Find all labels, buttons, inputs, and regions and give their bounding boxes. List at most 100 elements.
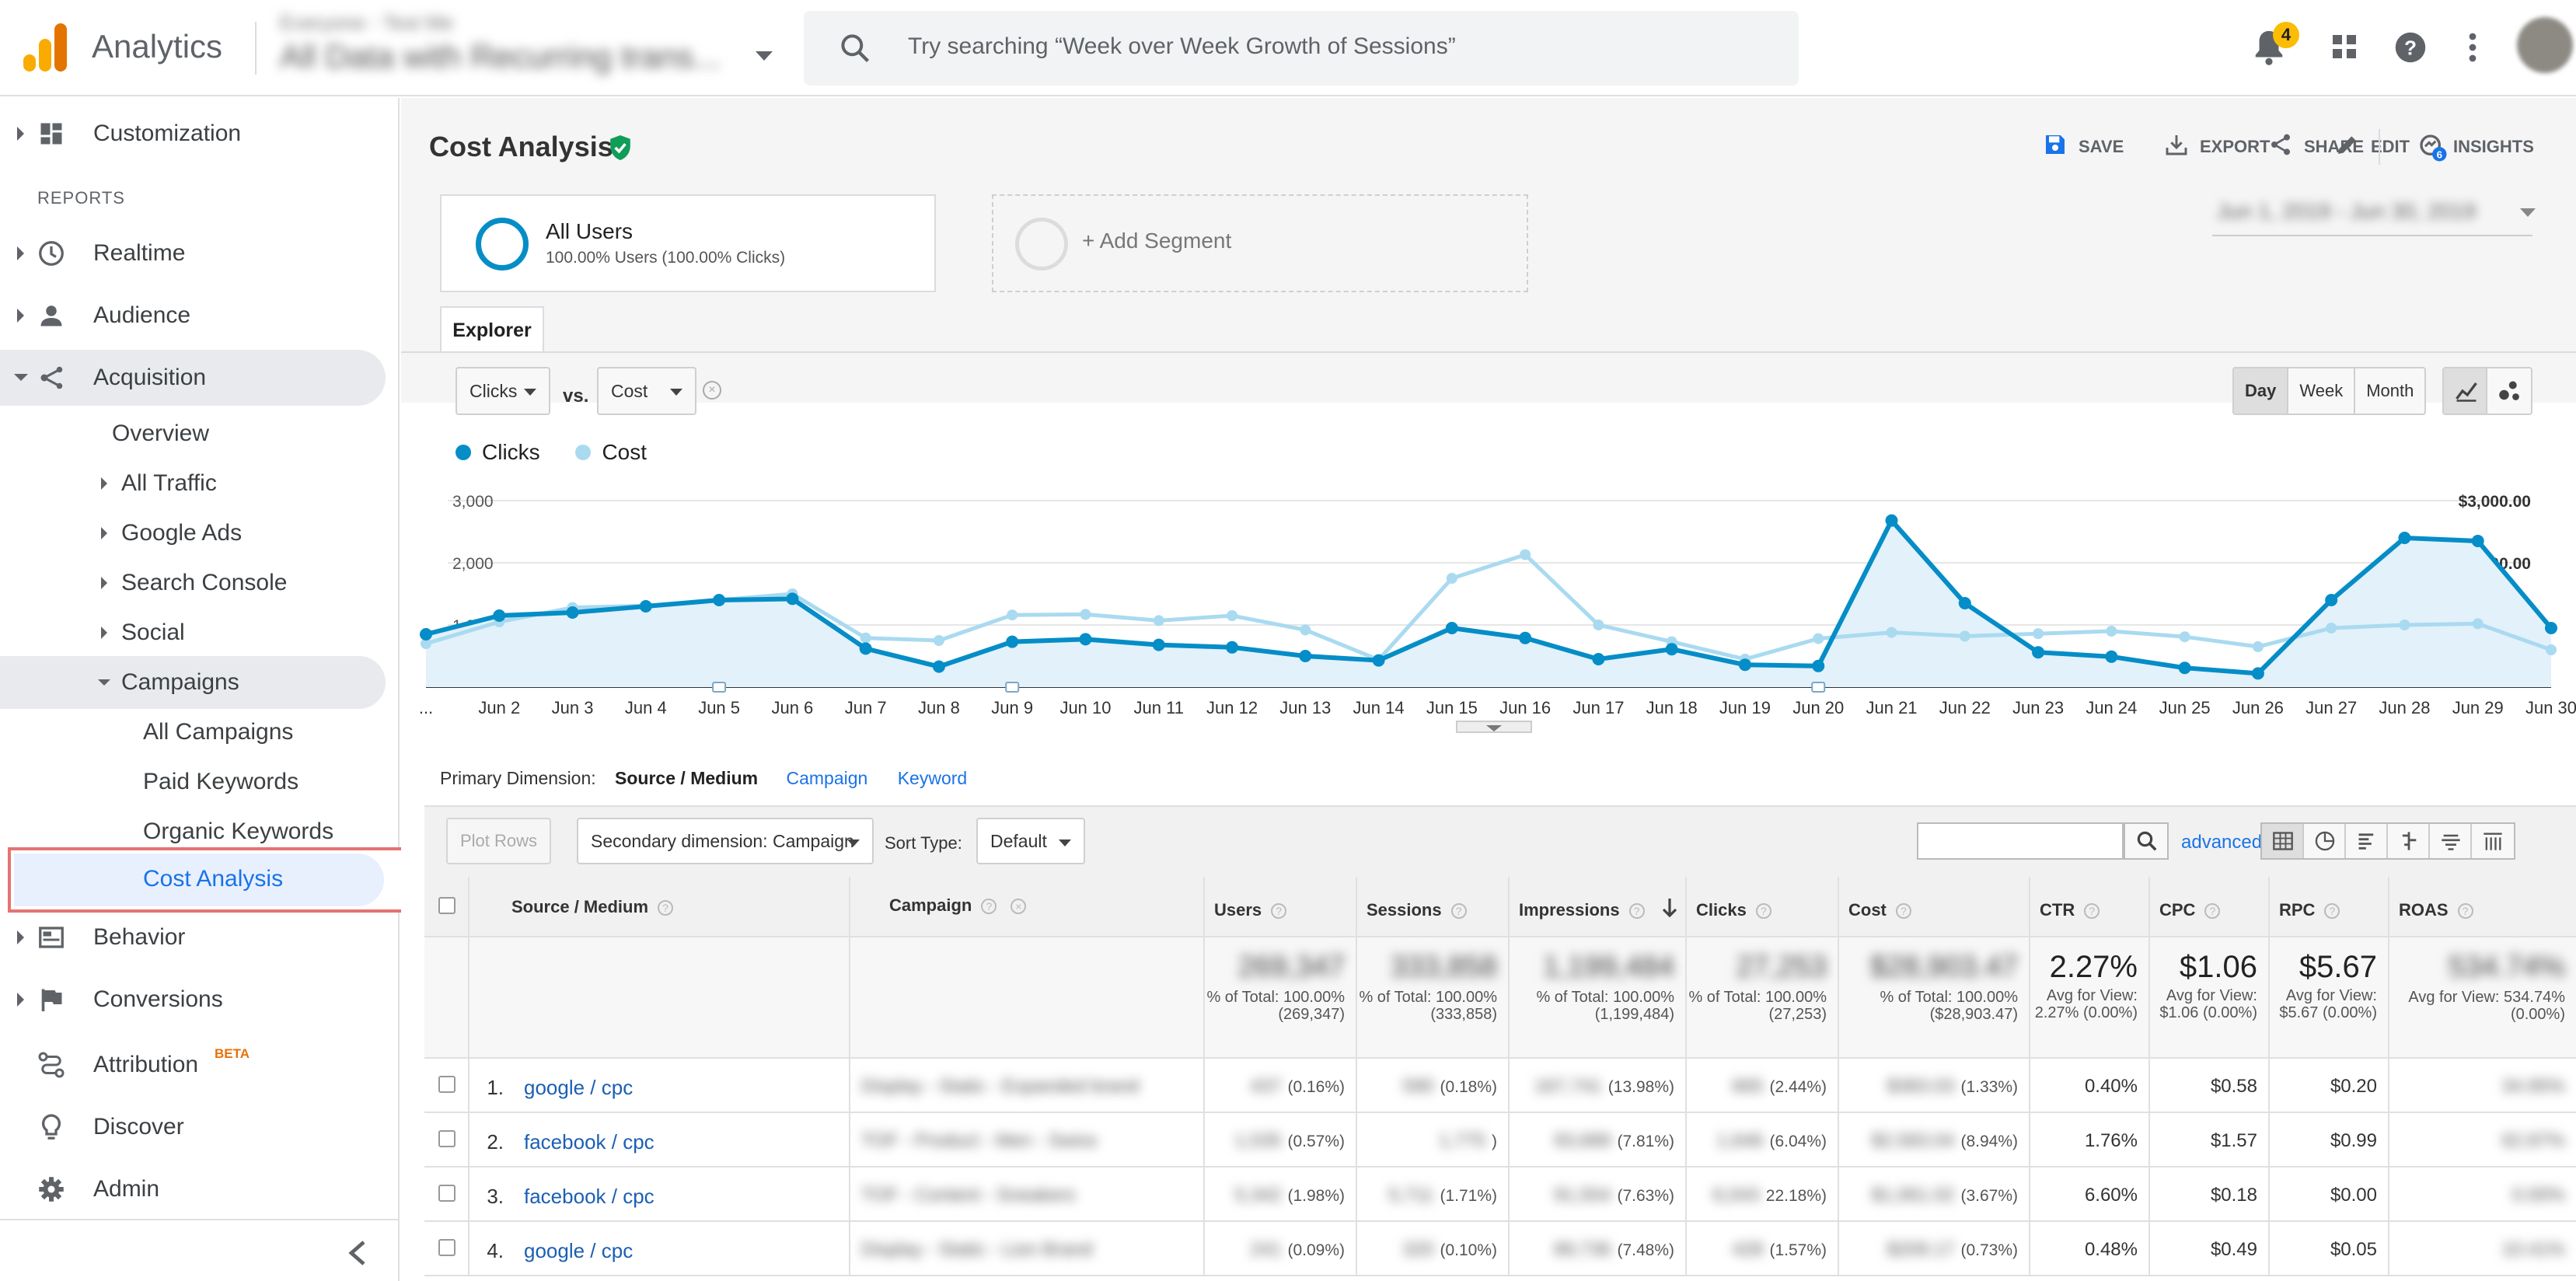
sidebar-item-campaigns[interactable]: Campaigns (0, 654, 389, 710)
save-button[interactable]: SAVE (2046, 135, 2124, 157)
header-sessions[interactable]: Sessions? (1357, 877, 1510, 936)
help-icon[interactable]: ? (1755, 903, 1771, 920)
table-row[interactable]: 1. google / cpc Display - Static - Expande… (424, 1059, 2576, 1113)
source-medium-link[interactable]: facebook / cpc (524, 1185, 654, 1208)
add-segment-button[interactable]: + Add Segment (992, 194, 1528, 292)
line-chart-button[interactable] (2444, 368, 2487, 414)
sort-type-dropdown[interactable]: Default (976, 818, 1085, 864)
header-roas[interactable]: ROAS? (2389, 877, 2576, 936)
edit-button[interactable]: EDIT (2338, 136, 2410, 157)
help-icon[interactable]: ? (2457, 903, 2473, 920)
primary-dimension-campaign-link[interactable]: Campaign (786, 768, 868, 788)
legend-item-clicks[interactable]: Clicks (456, 440, 540, 464)
metric2-dropdown[interactable]: Cost (597, 367, 696, 415)
more-vert-icon[interactable] (2467, 31, 2478, 64)
sidebar-item-social[interactable]: Social (0, 605, 389, 661)
granularity-month-button[interactable]: Month (2366, 381, 2414, 400)
motion-chart-button[interactable] (2487, 368, 2531, 414)
help-icon[interactable]: ? (2204, 903, 2221, 920)
help-icon[interactable]: ? (1895, 903, 1911, 920)
row-checkbox[interactable] (438, 1185, 456, 1202)
help-icon[interactable]: ? (658, 900, 674, 916)
tab-explorer[interactable]: Explorer (440, 306, 544, 353)
source-medium-link[interactable]: google / cpc (524, 1239, 634, 1262)
date-range-picker[interactable]: Jun 1, 2019 - Jun 30, 2019 (2217, 199, 2477, 223)
help-icon[interactable]: ? (2084, 903, 2100, 920)
table-row[interactable]: 3. facebook / cpc TOF - Content - Sneakers… (424, 1168, 2576, 1222)
comparison-view-button[interactable] (2388, 824, 2430, 858)
header-campaign[interactable]: Campaign? × (850, 877, 1205, 936)
header-cpc[interactable]: CPC? (2150, 877, 2270, 936)
avatar[interactable] (2517, 17, 2573, 73)
campaign-name[interactable]: TOF - Content - Sneakers (861, 1185, 1076, 1206)
header-cost[interactable]: Cost? (1839, 877, 2030, 936)
search-bar[interactable]: Try searching “Week over Week Growth of … (804, 11, 1799, 86)
header-ctr[interactable]: CTR? (2030, 877, 2150, 936)
apps-grid-icon[interactable] (2330, 33, 2358, 61)
primary-dimension-keyword-link[interactable]: Keyword (897, 768, 968, 788)
sidebar-item-organic-keywords[interactable]: Organic Keywords (0, 804, 389, 860)
header-impressions[interactable]: Impressions? (1510, 877, 1687, 936)
sidebar-item-admin[interactable]: Admin (0, 1161, 389, 1217)
header-source-medium[interactable]: Source / Medium? (469, 877, 850, 936)
sidebar-item-customization[interactable]: Customization (0, 106, 389, 162)
account-dropdown-icon[interactable] (756, 51, 773, 61)
row-checkbox[interactable] (438, 1239, 456, 1256)
help-icon[interactable]: ? (1628, 903, 1645, 920)
campaign-name[interactable]: Display - Static - Lion Brand (861, 1239, 1093, 1260)
analytics-logo[interactable] (23, 23, 67, 72)
help-icon[interactable]: ? (2394, 31, 2427, 64)
granularity-day-button[interactable]: Day (2234, 368, 2289, 414)
campaign-name[interactable]: Display - Static - Expanded brand (861, 1076, 1140, 1097)
table-search-input[interactable] (1917, 822, 2124, 860)
insights-button[interactable]: 6 INSIGHTS (2420, 134, 2534, 162)
help-icon[interactable]: ? (2324, 903, 2340, 920)
sidebar-item-google-ads[interactable]: Google Ads (0, 505, 389, 561)
sidebar-item-all-campaigns[interactable]: All Campaigns (0, 704, 389, 760)
sidebar-item-all-traffic[interactable]: All Traffic (0, 456, 389, 511)
source-medium-link[interactable]: facebook / cpc (524, 1130, 654, 1154)
export-button[interactable]: EXPORT (2166, 135, 2270, 157)
row-checkbox[interactable] (438, 1130, 456, 1147)
table-row[interactable]: 2. facebook / cpc TOF - Product - Men - Sw… (424, 1113, 2576, 1168)
sidebar-item-search-console[interactable]: Search Console (0, 555, 389, 611)
sidebar-item-attribution[interactable]: Attribution BETA (0, 1037, 389, 1093)
pivot-view-button[interactable] (2472, 824, 2514, 858)
remove-dimension-icon[interactable]: × (1011, 899, 1027, 915)
table-search-button[interactable] (2124, 822, 2169, 860)
performance-view-button[interactable] (2346, 824, 2388, 858)
help-icon[interactable]: ? (1450, 903, 1467, 920)
header-clicks[interactable]: Clicks? (1687, 877, 1839, 936)
sidebar-item-audience[interactable]: Audience (0, 288, 389, 344)
sidebar-item-behavior[interactable]: Behavior (0, 909, 389, 965)
sidebar-item-paid-keywords[interactable]: Paid Keywords (0, 754, 389, 810)
row-checkbox[interactable] (438, 1076, 456, 1093)
granularity-week-button[interactable]: Week (2288, 368, 2356, 414)
data-table-view-button[interactable] (2262, 824, 2304, 858)
advanced-filter-link[interactable]: advanced (2181, 832, 2263, 853)
date-range-dropdown-icon[interactable] (2520, 208, 2536, 217)
term-cloud-view-button[interactable] (2430, 824, 2472, 858)
header-users[interactable]: Users? (1205, 877, 1357, 936)
plot-rows-button[interactable]: Plot Rows (446, 818, 552, 864)
remove-metric-icon[interactable]: × (703, 381, 721, 400)
campaign-name[interactable]: TOF - Product - Men - Swiss (861, 1130, 1098, 1151)
metric1-dropdown[interactable]: Clicks (456, 367, 550, 415)
header-rpc[interactable]: RPC? (2270, 877, 2389, 936)
sidebar-item-cost-analysis[interactable]: Cost Analysis (0, 853, 389, 909)
help-icon[interactable]: ? (981, 899, 997, 915)
segment-all-users[interactable]: All Users 100.00% Users (100.00% Clicks) (440, 194, 936, 292)
select-all-checkbox[interactable] (438, 897, 456, 914)
legend-item-cost[interactable]: Cost (575, 440, 647, 464)
account-selector[interactable]: Everyone - Test Me All Data with Recurri… (280, 11, 721, 75)
secondary-dimension-dropdown[interactable]: Secondary dimension: Campaign (577, 818, 874, 864)
sidebar-item-conversions[interactable]: Conversions (0, 972, 389, 1028)
sort-descending-icon[interactable] (1662, 897, 1677, 919)
source-medium-link[interactable]: google / cpc (524, 1076, 634, 1099)
percentage-view-button[interactable] (2304, 824, 2346, 858)
table-row[interactable]: 4. google / cpc Display - Static - Lion Br… (424, 1222, 2576, 1276)
help-icon[interactable]: ? (1271, 903, 1287, 920)
sidebar-item-overview[interactable]: Overview (0, 406, 389, 462)
sidebar-item-realtime[interactable]: Realtime (0, 225, 389, 281)
sidebar-item-discover[interactable]: Discover (0, 1099, 389, 1155)
